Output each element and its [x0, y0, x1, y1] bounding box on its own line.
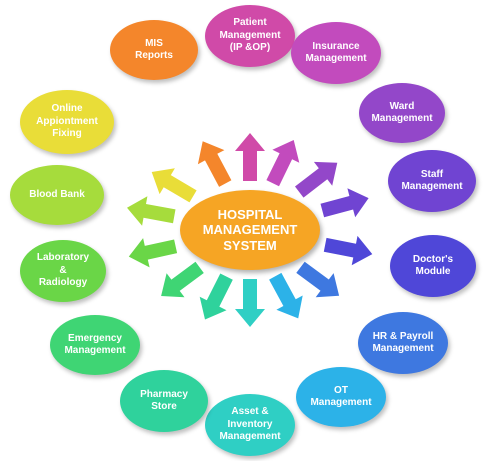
arrow-hr-payroll-management: [296, 261, 340, 298]
arrow-mis-reports: [197, 141, 232, 187]
arrow-emergency-management: [161, 261, 204, 298]
arrow-insurance-management: [266, 140, 300, 187]
node-label: Patient Management (IP &OP): [219, 17, 281, 54]
node-label: Staff Management: [401, 168, 463, 193]
arrow-ot-management: [269, 272, 303, 319]
arrow-doctors-module: [323, 235, 373, 266]
node-label: Doctor's Module: [412, 253, 454, 278]
node-label: OT Management: [310, 384, 372, 409]
arrow-pharmacy-store: [199, 273, 233, 320]
arrow-blood-bank: [127, 196, 176, 226]
center-label: HOSPITAL MANAGEMENT SYSTEM: [202, 206, 298, 253]
node-blood-bank: Blood Bank: [10, 165, 104, 225]
node-label: Emergency Management: [64, 332, 126, 357]
node-doctors-module: Doctor's Module: [390, 235, 476, 297]
arrow-laboratory-radiology: [128, 238, 178, 268]
node-label: Insurance Management: [305, 40, 367, 65]
node-ot-management: OT Management: [296, 367, 386, 427]
node-insurance-management: Insurance Management: [291, 22, 381, 84]
node-asset-inventory-management: Asset & Inventory Management: [205, 394, 295, 456]
node-pharmacy-store: Pharmacy Store: [120, 370, 208, 432]
node-label: MIS Reports: [135, 37, 173, 62]
arrow-asset-inventory-management: [235, 279, 265, 327]
arrow-patient-management: [235, 133, 265, 181]
node-patient-management: Patient Management (IP &OP): [205, 5, 295, 67]
node-label: Ward Management: [371, 100, 433, 125]
node-emergency-management: Emergency Management: [50, 315, 140, 375]
node-label: Online Appiontment Fixing: [36, 103, 98, 140]
node-ward-management: Ward Management: [359, 83, 445, 143]
node-label: Asset & Inventory Management: [219, 406, 281, 443]
node-staff-management: Staff Management: [388, 150, 476, 212]
node-hr-payroll-management: HR & Payroll Management: [358, 312, 448, 374]
node-label: Pharmacy Store: [140, 388, 188, 413]
node-label: Blood Bank: [29, 188, 85, 200]
arrow-staff-management: [320, 188, 369, 218]
node-online-appointment-fixing: Online Appiontment Fixing: [20, 90, 114, 154]
node-label: Laboratory & Radiology: [36, 252, 90, 289]
node-label: HR & Payroll Management: [372, 330, 434, 355]
node-laboratory-radiology: Laboratory & Radiology: [20, 240, 106, 302]
arrow-online-appointment-fixing: [151, 168, 197, 203]
center-node: HOSPITAL MANAGEMENT SYSTEM: [180, 190, 320, 270]
arrow-ward-management: [295, 161, 338, 198]
node-mis-reports: MIS Reports: [110, 20, 198, 80]
